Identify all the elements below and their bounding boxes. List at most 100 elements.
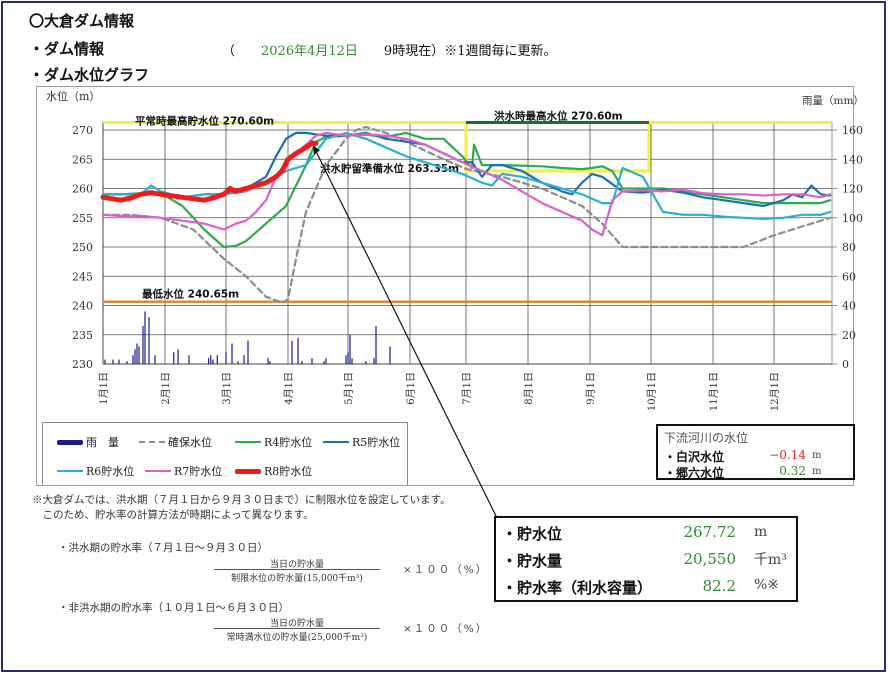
legend-label: 確保水位 — [168, 436, 212, 449]
y-tick-label: 235 — [72, 329, 93, 342]
y-tick-label: 265 — [72, 153, 93, 166]
legend-item: R7貯水位 — [145, 463, 222, 479]
y2-tick-label: 60 — [842, 270, 856, 283]
goroku-value: 0.32 — [779, 464, 806, 478]
y-axis-title: 水位（m） — [46, 89, 100, 103]
legend-swatch-icon — [235, 441, 261, 443]
goroku-unit: m — [812, 466, 822, 477]
chart-legend: 雨 量 確保水位 R4貯水位 R5貯水位 R6貯水位 R7貯水位 R8貯水位 — [42, 422, 408, 485]
legend-item: R6貯水位 — [57, 463, 134, 479]
y-tick-label: 270 — [72, 124, 93, 137]
legend-item: R4貯水位 — [235, 434, 312, 450]
legend-item: 雨 量 — [57, 434, 119, 450]
note-flood-season: ※大倉ダムでは、洪水期（７月１日から９月３０日まで）に制限水位を設定しています。 — [32, 494, 451, 506]
nonflood-fraction-bar — [214, 628, 380, 629]
y-tick-label: 255 — [72, 212, 93, 225]
legend-label: R4貯水位 — [264, 436, 313, 449]
legend-swatch-icon — [235, 468, 261, 474]
legend-item: R5貯水位 — [323, 434, 400, 450]
series-R7貯水位 — [101, 131, 832, 237]
legend-swatch-icon — [145, 470, 171, 472]
page-title: 〇大倉ダム情報 — [29, 12, 135, 30]
legend-item: 確保水位 — [139, 434, 212, 450]
shirasawa-unit: m — [812, 450, 822, 461]
x-tick-label: 8月1日 — [523, 372, 535, 405]
dam-info-heading: ・ダム情報 — [29, 40, 105, 58]
legend-swatch-icon — [57, 439, 83, 445]
goroku-label: ・郷六水位 — [664, 466, 725, 480]
y2-tick-label: 40 — [842, 300, 856, 313]
annotation-arrow-line — [313, 147, 498, 519]
x-tick-label: 10月1日 — [646, 372, 658, 411]
flood-multiplier: ×１００（%） — [403, 564, 489, 576]
y-tick-label: 250 — [72, 241, 93, 254]
y2-tick-label: 140 — [842, 153, 863, 166]
graph-heading: ・ダム水位グラフ — [29, 66, 150, 84]
shirasawa-label: ・白沢水位 — [664, 450, 725, 464]
legend-label: R7貯水位 — [174, 465, 223, 478]
normal-max-level-line — [103, 120, 832, 173]
series-R8貯水位 — [100, 140, 319, 203]
downstream-title: 下流河川の水位 — [664, 431, 749, 445]
y2-tick-label: 80 — [842, 241, 856, 254]
storage-rate-value: 82.2 — [702, 577, 736, 595]
y2-tick-label: 100 — [842, 212, 863, 225]
legend-label: 雨 量 — [86, 436, 119, 449]
legend-label: R6貯水位 — [86, 465, 135, 478]
y2-tick-label: 0 — [842, 358, 849, 371]
nonflood-multiplier: ×１００（%） — [403, 623, 489, 635]
reservoir-stats: ・貯水位 267.72 m ・貯水量 20,550 千m³ ・貯水率（利水容量）… — [494, 516, 798, 602]
date-suffix: 9時現在）※1週間毎に更新。 — [357, 44, 557, 59]
y2-tick-label: 160 — [842, 124, 863, 137]
storage-volume-unit: 千m³ — [754, 552, 787, 568]
chart-container — [36, 86, 854, 486]
flood-numerator: 当日の貯水量 — [269, 560, 324, 570]
annotation-arrow-head — [313, 145, 320, 155]
nonflood-rate-title: ・非洪水期の貯水率（１０月１日～６月３０日） — [58, 602, 289, 614]
x-tick-label: 6月1日 — [405, 372, 417, 405]
legend-swatch-icon — [139, 441, 165, 443]
x-tick-label: 3月1日 — [221, 372, 233, 405]
date-prefix: （ — [222, 44, 262, 59]
legend-swatch-icon — [323, 441, 349, 443]
y-tick-label: 240 — [72, 300, 93, 313]
x-tick-label: 2月1日 — [160, 372, 172, 405]
update-timestamp: （ 2026年4月12日 9時現在）※1週間毎に更新。 — [222, 40, 556, 59]
y-tick-label: 260 — [72, 183, 93, 196]
nonflood-numerator: 当日の貯水量 — [269, 619, 324, 629]
update-date: 2026年4月12日 — [261, 44, 358, 59]
nonflood-denominator: 常時満水位の貯水量(25,000千m³) — [226, 633, 368, 643]
x-tick-label: 9月1日 — [585, 372, 597, 405]
storage-volume-label: ・貯水量 — [502, 552, 563, 570]
legend-item: R8貯水位 — [235, 463, 312, 479]
y2-tick-label: 20 — [842, 329, 856, 342]
x-tick-label: 1月1日 — [98, 372, 110, 405]
y2-tick-label: 120 — [842, 183, 863, 196]
legend-swatch-icon — [57, 470, 83, 472]
storage-level-label: ・貯水位 — [502, 525, 563, 543]
shirasawa-value: −0.14 — [769, 448, 806, 462]
note-calculation: このため、貯水率の計算方法が時期によって異なります。 — [32, 509, 314, 521]
flood-prep-level-label: 洪水貯留準備水位 263.35m — [320, 162, 459, 175]
y-tick-label: 230 — [72, 358, 93, 371]
minimum-level-label: 最低水位 240.65m — [142, 288, 239, 301]
x-tick-label: 4月1日 — [283, 372, 295, 405]
legend-label: R8貯水位 — [264, 465, 313, 478]
legend-label: R5貯水位 — [352, 436, 401, 449]
flood-rate-title: ・洪水期の貯水率（７月１日～９月３０日） — [58, 542, 268, 554]
storage-level-value: 267.72 — [683, 523, 737, 541]
x-tick-label: 11月1日 — [708, 372, 720, 411]
x-tick-label: 12月1日 — [769, 372, 781, 411]
storage-rate-unit: %※ — [754, 577, 780, 593]
storage-rate-label: ・貯水率（利水容量） — [502, 579, 653, 597]
storage-level-unit: m — [754, 524, 768, 540]
x-tick-label: 5月1日 — [343, 372, 355, 405]
y2-axis-title: 雨量（mm） — [802, 95, 864, 107]
flood-fraction-bar — [214, 569, 380, 570]
x-tick-label: 7月1日 — [461, 372, 473, 405]
series-R5貯水位 — [101, 131, 832, 208]
normal-max-level-label: 平常時最高貯水位 270.60m — [135, 114, 274, 127]
flood-denominator: 制限水位の貯水量(15,000千m³) — [231, 574, 363, 584]
